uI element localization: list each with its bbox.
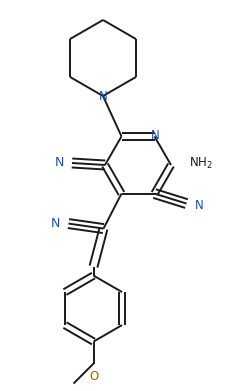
Text: N: N	[55, 156, 64, 170]
Text: N: N	[195, 199, 203, 212]
Text: O: O	[89, 369, 98, 382]
Text: N: N	[99, 90, 107, 102]
Text: N: N	[151, 129, 160, 142]
Text: NH$_2$: NH$_2$	[189, 156, 213, 170]
Text: N: N	[51, 217, 61, 230]
